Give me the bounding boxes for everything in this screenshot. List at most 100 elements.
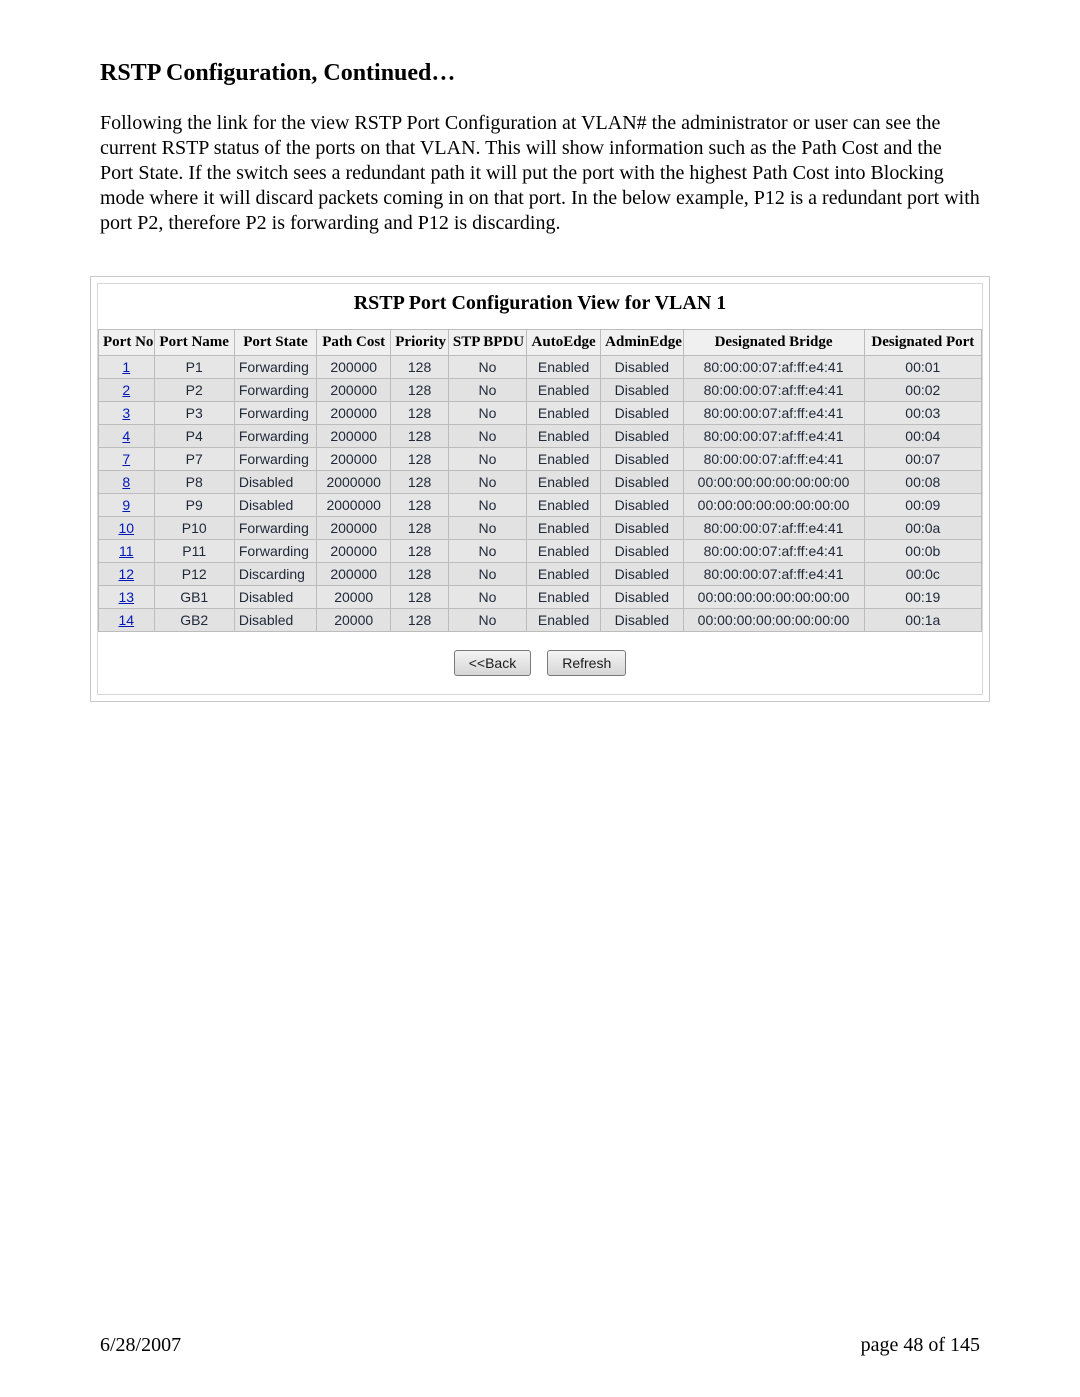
cell-path-cost: 200000	[317, 356, 391, 379]
cell-adminedge: Disabled	[601, 448, 683, 471]
port-link[interactable]: 7	[122, 451, 130, 467]
col-designated-bridge: Designated Bridge	[683, 330, 864, 356]
cell-port-state: Disabled	[234, 609, 316, 632]
cell-priority: 128	[391, 494, 449, 517]
cell-path-cost: 200000	[317, 448, 391, 471]
cell-stp-bpdu: No	[448, 540, 526, 563]
cell-designated-port: 00:1a	[864, 609, 981, 632]
cell-designated-bridge: 80:00:00:07:af:ff:e4:41	[683, 425, 864, 448]
table-row: 12P12Discarding200000128NoEnabledDisable…	[99, 563, 982, 586]
cell-stp-bpdu: No	[448, 448, 526, 471]
cell-port-no: 4	[99, 425, 155, 448]
button-row: <<Back Refresh	[98, 650, 982, 676]
table-outer-frame: RSTP Port Configuration View for VLAN 1 …	[90, 276, 990, 702]
back-button[interactable]: <<Back	[454, 650, 531, 676]
cell-priority: 128	[391, 471, 449, 494]
cell-path-cost: 20000	[317, 586, 391, 609]
col-stp-bpdu: STP BPDU	[448, 330, 526, 356]
col-port-name: Port Name	[154, 330, 234, 356]
table-inner-frame: RSTP Port Configuration View for VLAN 1 …	[97, 283, 983, 695]
port-link[interactable]: 13	[118, 589, 134, 605]
page: RSTP Configuration, Continued… Following…	[0, 0, 1080, 1397]
footer-page: page 48 of 145	[861, 1334, 980, 1357]
table-row: 10P10Forwarding200000128NoEnabledDisable…	[99, 517, 982, 540]
cell-designated-port: 00:02	[864, 379, 981, 402]
cell-path-cost: 200000	[317, 540, 391, 563]
cell-adminedge: Disabled	[601, 563, 683, 586]
cell-port-no: 2	[99, 379, 155, 402]
col-adminedge: AdminEdge	[601, 330, 683, 356]
cell-port-no: 9	[99, 494, 155, 517]
port-link[interactable]: 2	[122, 382, 130, 398]
cell-autoedge: Enabled	[527, 356, 601, 379]
cell-stp-bpdu: No	[448, 563, 526, 586]
cell-port-state: Disabled	[234, 586, 316, 609]
port-link[interactable]: 9	[122, 497, 130, 513]
cell-port-name: GB2	[154, 609, 234, 632]
port-link[interactable]: 4	[122, 428, 130, 444]
table-caption: RSTP Port Configuration View for VLAN 1	[98, 284, 982, 329]
cell-adminedge: Disabled	[601, 402, 683, 425]
col-designated-port: Designated Port	[864, 330, 981, 356]
cell-port-state: Forwarding	[234, 448, 316, 471]
cell-autoedge: Enabled	[527, 379, 601, 402]
cell-port-state: Forwarding	[234, 379, 316, 402]
col-priority: Priority	[391, 330, 449, 356]
cell-designated-port: 00:19	[864, 586, 981, 609]
cell-designated-port: 00:04	[864, 425, 981, 448]
cell-stp-bpdu: No	[448, 379, 526, 402]
cell-priority: 128	[391, 425, 449, 448]
port-link[interactable]: 11	[119, 543, 134, 559]
cell-path-cost: 200000	[317, 425, 391, 448]
cell-stp-bpdu: No	[448, 402, 526, 425]
cell-port-state: Disabled	[234, 471, 316, 494]
cell-port-state: Forwarding	[234, 425, 316, 448]
cell-designated-bridge: 80:00:00:07:af:ff:e4:41	[683, 402, 864, 425]
col-autoedge: AutoEdge	[527, 330, 601, 356]
port-link[interactable]: 3	[122, 405, 130, 421]
table-row: 1P1Forwarding200000128NoEnabledDisabled8…	[99, 356, 982, 379]
cell-port-name: GB1	[154, 586, 234, 609]
cell-port-name: P4	[154, 425, 234, 448]
cell-priority: 128	[391, 356, 449, 379]
cell-port-name: P11	[154, 540, 234, 563]
cell-port-no: 8	[99, 471, 155, 494]
port-link[interactable]: 8	[122, 474, 130, 490]
cell-port-no: 7	[99, 448, 155, 471]
table-row: 13GB1Disabled20000128NoEnabledDisabled00…	[99, 586, 982, 609]
col-path-cost: Path Cost	[317, 330, 391, 356]
cell-path-cost: 2000000	[317, 494, 391, 517]
page-footer: 6/28/2007 page 48 of 145	[100, 1334, 980, 1357]
cell-designated-port: 00:0c	[864, 563, 981, 586]
cell-stp-bpdu: No	[448, 494, 526, 517]
cell-stp-bpdu: No	[448, 586, 526, 609]
cell-port-name: P2	[154, 379, 234, 402]
table-header-row: Port No Port Name Port State Path Cost P…	[99, 330, 982, 356]
cell-port-state: Forwarding	[234, 402, 316, 425]
port-link[interactable]: 1	[122, 359, 130, 375]
cell-stp-bpdu: No	[448, 517, 526, 540]
cell-designated-bridge: 80:00:00:07:af:ff:e4:41	[683, 356, 864, 379]
cell-port-name: P12	[154, 563, 234, 586]
cell-autoedge: Enabled	[527, 402, 601, 425]
refresh-button[interactable]: Refresh	[547, 650, 626, 676]
port-link[interactable]: 10	[118, 520, 134, 536]
cell-autoedge: Enabled	[527, 609, 601, 632]
cell-path-cost: 200000	[317, 563, 391, 586]
cell-adminedge: Disabled	[601, 517, 683, 540]
table-row: 2P2Forwarding200000128NoEnabledDisabled8…	[99, 379, 982, 402]
cell-autoedge: Enabled	[527, 517, 601, 540]
cell-autoedge: Enabled	[527, 540, 601, 563]
cell-port-name: P3	[154, 402, 234, 425]
cell-designated-port: 00:0a	[864, 517, 981, 540]
cell-path-cost: 2000000	[317, 471, 391, 494]
cell-autoedge: Enabled	[527, 563, 601, 586]
port-link[interactable]: 14	[118, 612, 134, 628]
cell-priority: 128	[391, 517, 449, 540]
cell-designated-port: 00:09	[864, 494, 981, 517]
cell-port-no: 11	[99, 540, 155, 563]
cell-port-no: 3	[99, 402, 155, 425]
port-link[interactable]: 12	[118, 566, 134, 582]
cell-autoedge: Enabled	[527, 586, 601, 609]
table-row: 8P8Disabled2000000128NoEnabledDisabled00…	[99, 471, 982, 494]
